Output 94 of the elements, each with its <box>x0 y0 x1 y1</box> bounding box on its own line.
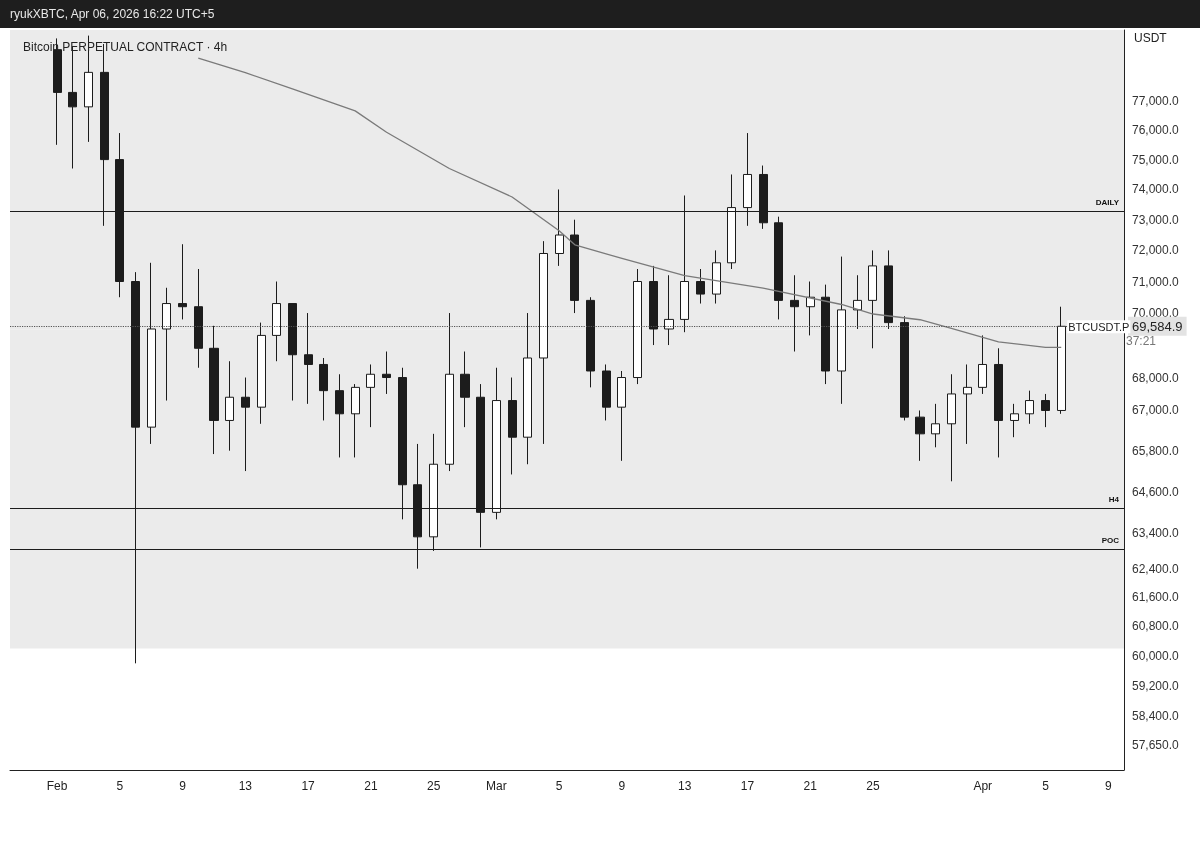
candlestick <box>900 315 909 421</box>
y-tick-label: 68,000.0 <box>1132 370 1180 385</box>
candlestick <box>586 296 595 388</box>
x-tick-label: 5 <box>116 779 124 793</box>
y-tick-label: 60,800.0 <box>1132 619 1180 634</box>
x-tick-label: 13 <box>238 779 253 793</box>
candlestick <box>1025 390 1034 425</box>
y-tick-label: 75,000.0 <box>1132 152 1180 167</box>
x-tick-label: 17 <box>301 779 316 793</box>
y-tick-label: 72,000.0 <box>1132 243 1180 258</box>
candlestick <box>366 363 375 428</box>
candlestick <box>162 287 171 402</box>
candlestick <box>460 351 470 428</box>
candlestick <box>508 377 517 475</box>
line-series <box>197 57 1062 348</box>
candlestick <box>147 262 156 445</box>
y-tick-label: 58,400.0 <box>1132 709 1180 724</box>
candlestick <box>304 312 313 405</box>
candlestick <box>915 409 925 462</box>
candlestick <box>382 351 391 395</box>
x-tick-label: Feb <box>46 779 68 793</box>
annotation: BTCUSDT.P <box>1068 320 1130 333</box>
candlestick <box>931 403 940 448</box>
y-tick-label: 59,200.0 <box>1132 678 1180 693</box>
y-tick-label: 60,000.0 <box>1132 648 1180 663</box>
candlestick <box>868 249 877 349</box>
candlestick <box>837 256 846 405</box>
candlestick <box>790 274 799 353</box>
x-tick-label: 9 <box>618 779 626 793</box>
candlestick <box>570 219 579 314</box>
candlestick <box>947 373 956 482</box>
candlestick <box>194 268 203 369</box>
y-axis-title: USDT <box>1134 31 1168 45</box>
y-tick-label: 73,000.0 <box>1132 212 1180 227</box>
y-tick-label: 65,800.0 <box>1132 443 1180 458</box>
x-tick-label: 21 <box>364 779 378 793</box>
x-tick-label: 25 <box>866 779 880 793</box>
x-tick-label: 17 <box>740 779 755 793</box>
y-tick-label: 71,000.0 <box>1132 274 1180 289</box>
y-tick-label: 63,400.0 <box>1132 526 1180 541</box>
x-tick-label: Apr <box>973 779 993 793</box>
candlestick <box>351 383 360 458</box>
y-tick-label: 64,600.0 <box>1132 484 1180 499</box>
x-tick-label: 25 <box>426 779 441 793</box>
ref-line-label: DAILY <box>1095 198 1120 208</box>
candlestick <box>272 281 281 362</box>
candlestick <box>774 216 783 320</box>
x-tick-label: 5 <box>1042 779 1050 793</box>
x-tick-label: 9 <box>179 779 187 793</box>
y-tick-label: 77,000.0 <box>1132 94 1180 109</box>
candlestick <box>696 268 705 305</box>
candlestick <box>664 274 674 346</box>
candlestick <box>884 249 893 330</box>
x-tick-label: 9 <box>1104 779 1112 793</box>
candlestick <box>539 240 548 445</box>
candlestick <box>209 325 219 455</box>
candlestick <box>963 363 972 445</box>
y-tick-label: 57,650.0 <box>1132 737 1180 752</box>
candlestick <box>1010 403 1019 438</box>
y-tick-label: 67,000.0 <box>1132 403 1180 418</box>
ref-line-label: POC <box>1101 536 1120 546</box>
candlestick <box>445 312 454 472</box>
candlestick <box>806 281 815 336</box>
candlestick <box>257 322 266 425</box>
candlestick <box>523 312 532 465</box>
y-tick-label: 76,000.0 <box>1132 123 1180 138</box>
x-tick-label: 21 <box>803 779 818 793</box>
ref-line-label: 69,584.9 <box>1132 318 1183 334</box>
candlestick <box>178 243 187 320</box>
candlestick <box>821 284 830 385</box>
x-tick-label: 5 <box>555 779 563 793</box>
ref-line-label: H4 <box>1108 495 1120 505</box>
candlestick <box>978 334 987 395</box>
candlestick <box>225 360 234 452</box>
candlestick <box>602 363 611 421</box>
text: 37:21 <box>1126 334 1157 349</box>
y-tick-label: 70,000.0 <box>1132 306 1180 321</box>
candlestick <box>994 347 1003 458</box>
y-tick-label: 74,000.0 <box>1132 182 1180 197</box>
x-tick-label: Mar <box>486 779 507 793</box>
candlestick <box>712 249 721 305</box>
candlestick <box>853 274 862 330</box>
candlestick <box>617 370 626 462</box>
candlestick <box>1041 393 1050 428</box>
candlestick <box>288 303 297 402</box>
y-tick-label: 61,600.0 <box>1132 590 1180 605</box>
candlestick <box>649 265 658 346</box>
candlestick <box>633 268 642 385</box>
candlestick <box>319 357 328 421</box>
candlestick <box>335 373 344 458</box>
y-tick-label: 62,400.0 <box>1132 561 1180 576</box>
candlestick <box>241 377 250 472</box>
x-tick-label: 13 <box>678 779 692 793</box>
text: ryukXBTC, Apr 06, 2026 16:22 UTC+5 <box>10 7 215 21</box>
